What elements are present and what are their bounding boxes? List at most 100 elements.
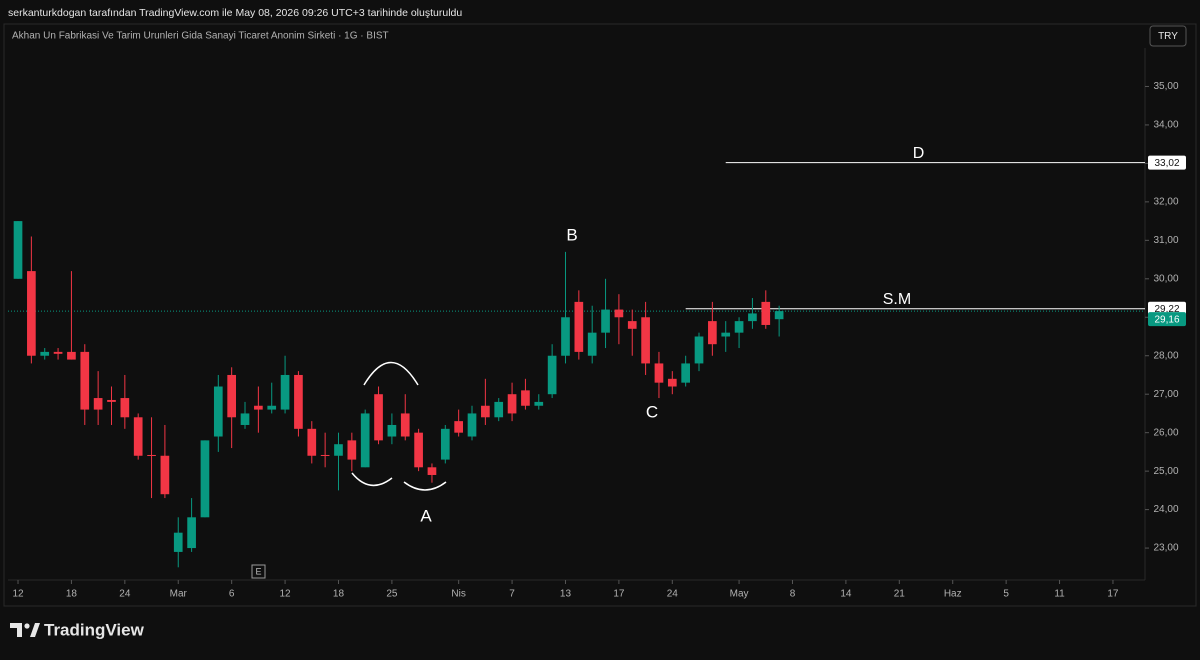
candle-body	[187, 517, 196, 549]
candle-body	[507, 394, 517, 414]
candle-body	[734, 321, 744, 333]
candle-body	[13, 221, 23, 279]
candle-body	[213, 386, 223, 437]
x-tick-label: 11	[1054, 589, 1065, 600]
candle-body	[294, 374, 303, 429]
level-name: D	[913, 145, 925, 162]
candle-body	[280, 374, 290, 410]
level-price-label: 29,22	[1154, 304, 1179, 315]
y-tick-label: 23,00	[1153, 543, 1178, 554]
candle-body	[173, 532, 183, 552]
candle-body	[147, 454, 156, 456]
candle-body	[681, 363, 690, 383]
annotation: C	[646, 402, 658, 421]
currency-label[interactable]: TRY	[1158, 31, 1178, 42]
candle-body	[641, 317, 650, 364]
level-name: S.M	[883, 291, 911, 308]
candle-body	[521, 390, 530, 406]
x-tick-label: 13	[560, 589, 572, 600]
x-tick-label: 18	[66, 589, 78, 600]
candle-body	[494, 401, 504, 418]
candle-body	[667, 378, 677, 387]
candle-body	[467, 413, 477, 437]
x-tick-label: 6	[229, 589, 235, 600]
candle-body	[561, 317, 570, 356]
x-tick-label: 18	[333, 589, 345, 600]
x-tick-label: 14	[840, 589, 852, 600]
annotation: A	[420, 506, 432, 525]
candle-body	[601, 309, 610, 333]
y-tick-label: 30,00	[1153, 273, 1178, 284]
candle-body	[534, 401, 544, 406]
candle-body	[360, 413, 370, 468]
x-tick-label: 24	[119, 589, 131, 600]
candle-body	[761, 301, 771, 325]
header-text: serkanturkdogan tarafından TradingView.c…	[8, 7, 462, 19]
x-tick-label: 5	[1003, 589, 1009, 600]
x-tick-label: Mar	[170, 589, 188, 600]
candle-body	[547, 355, 557, 395]
x-tick-label: 17	[1107, 589, 1119, 600]
candle-body	[240, 413, 250, 425]
candle-body	[481, 405, 490, 418]
candle-body	[587, 332, 597, 356]
candle-body	[627, 321, 637, 329]
currency-button[interactable]	[1149, 25, 1187, 47]
y-tick-label: 31,00	[1153, 235, 1178, 246]
candle-body	[254, 405, 263, 410]
x-tick-label: 21	[894, 589, 906, 600]
candle-body	[67, 351, 76, 360]
candle-body	[414, 432, 423, 468]
candle-body	[53, 351, 63, 354]
last-price-label: 29,16	[1154, 314, 1179, 325]
candle-body	[387, 424, 397, 437]
candle-body	[334, 444, 343, 456]
x-tick-label: 12	[12, 589, 24, 600]
candle-body	[267, 405, 277, 410]
y-tick-label: 28,00	[1153, 350, 1178, 361]
chart-title: Akhan Un Fabrikasi Ve Tarim Urunleri Gid…	[12, 31, 389, 42]
candle-body	[80, 351, 90, 410]
candle-body	[748, 313, 757, 322]
y-tick-label: 24,00	[1153, 504, 1178, 515]
candle-body	[440, 428, 450, 460]
level-price-box	[1148, 155, 1186, 170]
candle-body	[774, 311, 784, 320]
x-tick-label: 17	[613, 589, 625, 600]
candle-body	[93, 398, 103, 410]
arc-drawing	[351, 472, 393, 487]
candle-body	[120, 398, 130, 418]
y-tick-label: 35,00	[1153, 81, 1178, 92]
arc-drawing	[363, 361, 419, 386]
arc-drawing	[403, 481, 447, 491]
candle-body	[107, 399, 116, 402]
candle-body	[320, 454, 330, 456]
candle-body	[27, 271, 36, 356]
logo-text: TradingView	[44, 620, 145, 639]
candle-body	[454, 421, 464, 433]
event-marker[interactable]	[251, 564, 266, 579]
x-tick-label: Nis	[451, 589, 465, 600]
x-tick-label: Haz	[944, 589, 962, 600]
event-marker-label[interactable]: E	[255, 566, 261, 576]
annotation: B	[566, 225, 577, 244]
candle-body	[654, 363, 664, 383]
candle-body	[614, 309, 624, 318]
logo-icon	[10, 623, 40, 637]
last-price-box	[1148, 312, 1186, 327]
y-tick-label: 32,00	[1153, 197, 1178, 208]
x-tick-label: May	[730, 589, 749, 600]
candle-body	[721, 332, 731, 337]
y-tick-label: 25,00	[1153, 466, 1178, 477]
candle-body	[160, 455, 170, 495]
y-tick-label: 27,00	[1153, 389, 1178, 400]
chart-pane	[3, 23, 1197, 607]
candle-body	[374, 394, 383, 441]
x-tick-label: 12	[280, 589, 292, 600]
y-tick-label: 34,00	[1153, 120, 1178, 131]
candle-body	[694, 336, 704, 364]
candle-body	[708, 321, 717, 345]
x-tick-label: 24	[667, 589, 679, 600]
